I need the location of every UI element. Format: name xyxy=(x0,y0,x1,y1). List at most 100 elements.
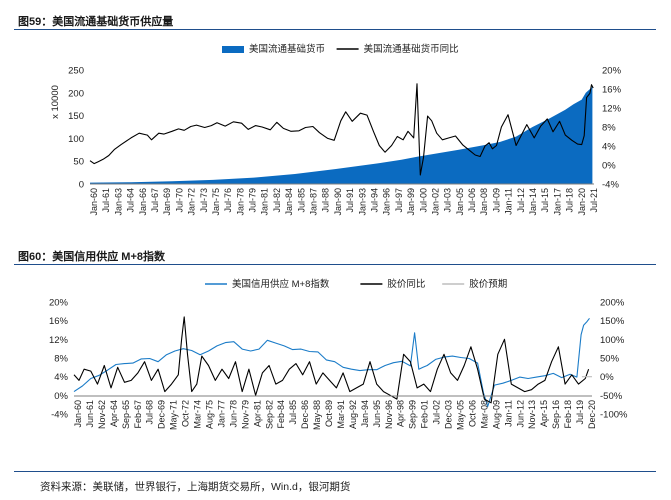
legend-label: 美国信用供应 M+8指数 xyxy=(232,278,330,290)
y-left-tick-label: -4% xyxy=(51,410,68,421)
y-right-tick-label: 16% xyxy=(602,85,622,96)
x-tick-label: Jan-08 xyxy=(479,188,489,216)
x-tick-label: Jan-75 xyxy=(211,188,221,216)
x-tick-label: Sep-99 xyxy=(408,400,418,429)
x-tick-label: Jan-99 xyxy=(406,188,416,216)
x-tick-label: May-05 xyxy=(456,400,466,430)
footer-divider xyxy=(14,471,656,472)
x-tick-label: Dec-20 xyxy=(587,400,597,429)
x-tick-label: Jan-60 xyxy=(89,188,99,216)
x-tick-label: Dec-86 xyxy=(300,400,310,429)
y-left-tick-label: 4% xyxy=(54,372,68,383)
y-left-tick-label: 8% xyxy=(54,354,68,365)
x-tick-label: Mar-91 xyxy=(336,400,346,429)
y-left-tick-label: 150 xyxy=(68,111,84,122)
y-right-tick-label: 50% xyxy=(600,354,620,365)
x-tick-label: Jul-00 xyxy=(418,188,428,213)
series-line-0 xyxy=(73,317,590,408)
figure-60-title: 图60：美国信用供应 M+8指数 xyxy=(18,251,165,263)
x-tick-label: Jan-84 xyxy=(284,188,294,216)
x-tick-label: Jul-70 xyxy=(174,188,184,213)
x-tick-label: Jan-66 xyxy=(138,188,148,216)
x-tick-label: Jun-78 xyxy=(228,400,238,428)
x-tick-label: Mar-08 xyxy=(479,400,489,429)
x-tick-label: Jan-20 xyxy=(577,188,587,216)
x-tick-label: Jul-85 xyxy=(296,188,306,213)
x-tick-label: Sep-16 xyxy=(551,400,561,429)
y-left-tick-label: 0 xyxy=(79,180,84,191)
legend-label: 胶价同比 xyxy=(387,278,425,290)
source-note: 资料来源：美联储，世界银行，上海期货交易所，Win.d，银河期货 xyxy=(40,481,351,493)
y-right-tick-label: 4% xyxy=(602,142,616,153)
x-tick-label: Jan-94 xyxy=(360,400,370,428)
chart-credit-supply: 美国信用供应 M+8指数 胶价同比 胶价预期 20% 16% 12% 8% 4% 0% -4% 20… xyxy=(49,278,628,430)
y-right-tick-label: 12% xyxy=(602,104,622,115)
x-tick-label: Jul-21 xyxy=(589,188,599,213)
x-tick-label: Jan-17 xyxy=(552,188,562,216)
title-divider xyxy=(14,29,656,30)
x-tick-label: Jul-18 xyxy=(565,188,575,213)
legend-label: 胶价预期 xyxy=(469,278,507,290)
x-tick-label: Nov-79 xyxy=(240,400,250,429)
x-tick-label: Jul-12 xyxy=(516,188,526,213)
y-right-tick-label: 20% xyxy=(602,66,622,77)
x-tick-label: Jun-61 xyxy=(85,400,95,428)
x-tick-label: Apr-98 xyxy=(396,400,406,427)
x-tick-label: Feb-01 xyxy=(420,400,430,429)
x-tick-label: Dec-69 xyxy=(157,400,167,429)
x-tick-label: Oct-72 xyxy=(181,400,191,427)
y-right-tick-label: -100% xyxy=(600,410,628,421)
x-tick-label: Jul-73 xyxy=(199,188,209,213)
x-tick-label: Jan-14 xyxy=(528,188,538,216)
x-tick-label: Jul-03 xyxy=(443,188,453,213)
series-line-1 xyxy=(89,83,594,176)
x-tick-label: Oct-89 xyxy=(324,400,334,427)
x-tick-label: Jan-90 xyxy=(333,188,343,216)
x-tick-label: Jan-93 xyxy=(357,188,367,216)
x-tick-label: Nov-13 xyxy=(527,400,537,429)
x-tick-label: Jul-94 xyxy=(370,188,380,213)
legend-label: 美国流通基础货币同比 xyxy=(364,43,459,55)
x-tick-label: Jul-68 xyxy=(145,400,155,425)
x-tick-label: Feb-84 xyxy=(276,400,286,429)
y-right-tick-label: 200% xyxy=(600,298,625,309)
x-tick-label: Jul-61 xyxy=(101,188,111,213)
y-right-tick-label: 0% xyxy=(600,372,614,383)
x-tick-label: Jul-85 xyxy=(288,400,298,425)
x-tick-label: Feb-67 xyxy=(133,400,143,429)
y-left-tick-label: 100 xyxy=(68,134,84,145)
x-tick-label: Nov-96 xyxy=(384,400,394,429)
y-left-tick-label: 20% xyxy=(49,298,69,309)
x-tick-label: Jun-12 xyxy=(515,400,525,428)
y-left-tick-label: 250 xyxy=(68,66,84,77)
y-left-tick-label: 16% xyxy=(49,316,69,327)
x-tick-label: Jul-64 xyxy=(126,188,136,213)
x-tick-label: Jun-95 xyxy=(372,400,382,428)
x-tick-label: Jan-72 xyxy=(187,188,197,216)
x-tick-label: Jul-79 xyxy=(248,188,258,213)
x-tick-label: Feb-18 xyxy=(563,400,573,429)
x-tick-label: Dec-03 xyxy=(444,400,454,429)
legend-swatch xyxy=(222,46,244,53)
x-tick-label: Jul-82 xyxy=(272,188,282,213)
figure-59-title: 图59：美国流通基础货币供应量 xyxy=(18,16,174,28)
y-right-tick-label: 0% xyxy=(602,161,616,172)
x-tick-label: Aug-09 xyxy=(491,400,501,429)
series-line-1 xyxy=(73,316,590,404)
y-left-tick-label: 200 xyxy=(68,88,84,99)
x-tick-label: Jan-63 xyxy=(113,188,123,216)
x-tick-label: Jan-77 xyxy=(216,400,226,428)
x-tick-label: Jul-02 xyxy=(432,400,442,425)
x-tick-label: Jul-76 xyxy=(223,188,233,213)
x-tick-label: Nov-62 xyxy=(97,400,107,429)
legend-label: 美国流通基础货币 xyxy=(249,43,325,55)
x-tick-label: Aug-75 xyxy=(205,400,215,429)
x-tick-label: Jan-87 xyxy=(309,188,319,216)
y-right-tick-label: 150% xyxy=(600,316,625,327)
x-tick-label: Jul-19 xyxy=(575,400,585,425)
y-right-tick-label: -50% xyxy=(600,391,623,402)
chart-base-money: 美国流通基础货币 美国流通基础货币同比 250 200 150 100 50 0 20% 16% 1… xyxy=(50,43,622,216)
x-tick-label: Jul-09 xyxy=(491,188,501,213)
x-tick-label: Sep-82 xyxy=(264,400,274,429)
x-tick-label: Jul-06 xyxy=(467,188,477,213)
